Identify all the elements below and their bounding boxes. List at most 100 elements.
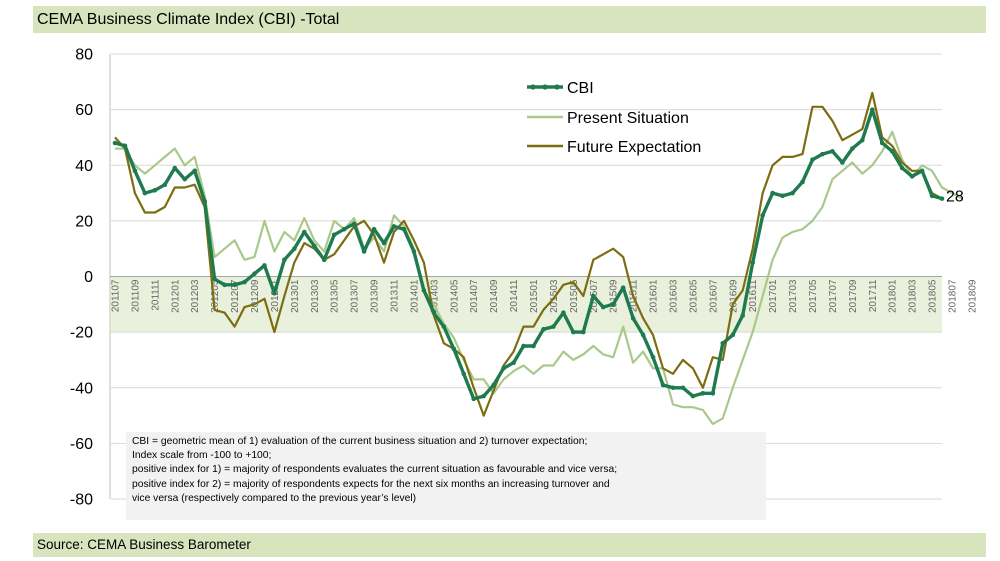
note-line: vice versa (respectively compared to the… [132, 492, 417, 504]
cbi-point [451, 346, 457, 352]
x-tick-label: 201607 [708, 279, 719, 313]
x-tick-label: 201205 [210, 279, 221, 313]
legend-label: CBI [567, 80, 594, 97]
cbi-point [182, 176, 188, 182]
cbi-point [850, 146, 855, 151]
cbi-point [421, 288, 427, 293]
cbi-point [172, 165, 178, 171]
x-tick-label: 201211 [270, 279, 281, 312]
cbi-point [132, 168, 138, 174]
cbi-point [341, 226, 347, 232]
x-tick-label: 201209 [250, 279, 261, 313]
cbi-point [780, 193, 785, 199]
cbi-point [391, 224, 397, 229]
x-tick-label: 201309 [370, 279, 381, 313]
cbi-point [760, 213, 765, 218]
x-tick-label: 201407 [469, 279, 480, 313]
x-axis-band [110, 276, 942, 333]
legend-label: Future Expectation [567, 139, 701, 156]
cbi-point [650, 354, 656, 360]
cbi-point [740, 313, 746, 318]
x-tick-label: 201111 [150, 279, 161, 311]
cbi-point [919, 168, 925, 174]
x-tick-label: 201403 [429, 279, 440, 313]
cbi-point [531, 343, 536, 349]
y-axis-ticks: 80 60 40 20 0 -20 -40 -60 -80 [70, 47, 93, 509]
cbi-point [321, 257, 327, 263]
cbi-point [571, 329, 576, 335]
cbi-point [541, 327, 546, 332]
cbi-point [292, 246, 297, 251]
cbi-point [770, 190, 775, 196]
x-tick-label: 201605 [688, 279, 699, 313]
series-lines [112, 91, 963, 425]
x-tick-label: 201805 [928, 279, 939, 313]
end-value-label: 28 [946, 189, 964, 206]
y-tick-label: -80 [70, 492, 93, 509]
cbi-point [491, 382, 496, 388]
cbi-point [909, 174, 915, 179]
x-tick-label: 201301 [290, 279, 301, 313]
x-tick-label: 201307 [350, 279, 361, 313]
series-line-cbi [114, 107, 943, 401]
note-line: positive index for 2) = majority of resp… [132, 478, 610, 490]
legend: CBI Present Situation Future Expectation [527, 80, 701, 156]
cbi-point [820, 151, 825, 157]
legend-marker [554, 84, 560, 90]
x-tick-label: 201705 [808, 279, 819, 313]
cbi-point [610, 302, 616, 307]
cbi-point [152, 187, 158, 193]
cbi-point [331, 232, 337, 238]
cbi-point [351, 221, 357, 226]
cbi-point [262, 263, 267, 268]
x-tick-label: 201609 [728, 279, 739, 313]
x-tick-label: 201703 [788, 279, 799, 313]
x-tick-label: 201801 [888, 279, 899, 313]
note-line: CBI = geometric mean of 1) evaluation of… [132, 436, 588, 447]
y-tick-label: 80 [75, 47, 93, 64]
x-tick-label: 201409 [489, 279, 500, 313]
cbi-point [212, 276, 217, 282]
y-tick-label: 20 [75, 213, 93, 230]
x-axis-label-band [110, 276, 942, 333]
cbi-point [899, 165, 905, 171]
x-tick-label: 201505 [569, 279, 580, 313]
cbi-point [840, 160, 845, 165]
cbi-point [590, 293, 596, 299]
cbi-point [202, 199, 207, 204]
cbi-point [810, 157, 815, 162]
cbi-point [252, 271, 257, 277]
cbi-point [551, 324, 556, 329]
cbi-point [282, 257, 287, 263]
x-tick-label: 201601 [649, 279, 660, 313]
cbi-point [441, 324, 447, 329]
cbi-point [521, 343, 526, 349]
cbi-point [302, 229, 307, 235]
x-tick-label: 201109 [130, 279, 141, 312]
cbi-point [879, 140, 885, 146]
y-tick-label: 40 [75, 158, 93, 175]
cbi-point [501, 365, 506, 371]
cbi-point [859, 137, 865, 143]
y-tick-label: 0 [84, 269, 93, 286]
cbi-point [660, 382, 666, 388]
cbi-point [192, 168, 198, 174]
y-tick-label: -60 [70, 436, 93, 453]
cbi-point [561, 310, 566, 315]
cbi-point [411, 249, 417, 254]
x-tick-label: 201405 [449, 279, 460, 313]
note-line: positive index for 1) = majority of resp… [132, 464, 618, 476]
x-tick-label: 201809 [967, 279, 978, 313]
x-tick-label: 201311 [389, 279, 400, 312]
x-tick-label: 201709 [848, 279, 859, 313]
cbi-point [830, 149, 835, 154]
y-tick-label: -20 [70, 325, 93, 342]
cbi-point [222, 282, 227, 288]
cbi-point [431, 310, 437, 315]
x-tick-label: 201807 [947, 279, 958, 313]
cbi-point [371, 226, 377, 232]
series-line-future [114, 91, 943, 417]
cbi-point [889, 149, 895, 154]
legend-marker [542, 84, 548, 90]
cbi-point [800, 179, 805, 185]
